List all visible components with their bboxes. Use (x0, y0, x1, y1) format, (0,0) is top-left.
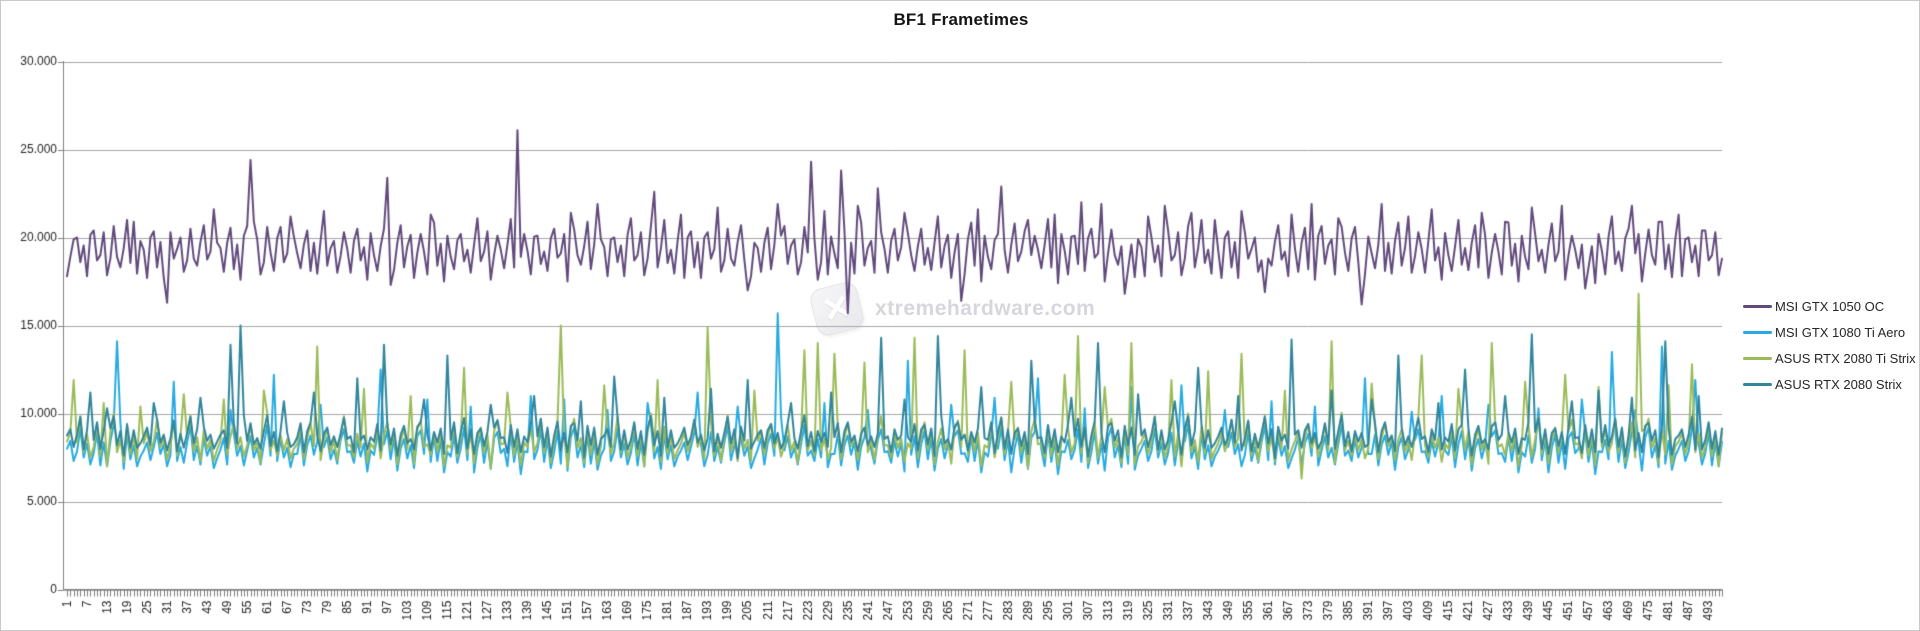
legend-label: MSI GTX 1050 OC (1775, 298, 1885, 314)
legend-item: ASUS RTX 2080 Ti Strix (1743, 345, 1916, 371)
legend: MSI GTX 1050 OC MSI GTX 1080 Ti Aero ASU… (1743, 293, 1916, 397)
legend-swatch-3 (1743, 382, 1772, 386)
legend-item: ASUS RTX 2080 Strix (1743, 371, 1916, 397)
legend-swatch-1 (1743, 330, 1772, 334)
legend-item: MSI GTX 1050 OC (1743, 293, 1916, 319)
legend-item: MSI GTX 1080 Ti Aero (1743, 319, 1916, 345)
page-title: BF1 Frametimes (893, 10, 1029, 29)
legend-label: MSI GTX 1080 Ti Aero (1775, 324, 1906, 340)
legend-swatch-2 (1743, 356, 1772, 360)
legend-swatch-0 (1743, 304, 1772, 308)
legend-label: ASUS RTX 2080 Strix (1775, 376, 1902, 392)
legend-label: ASUS RTX 2080 Ti Strix (1775, 350, 1916, 366)
